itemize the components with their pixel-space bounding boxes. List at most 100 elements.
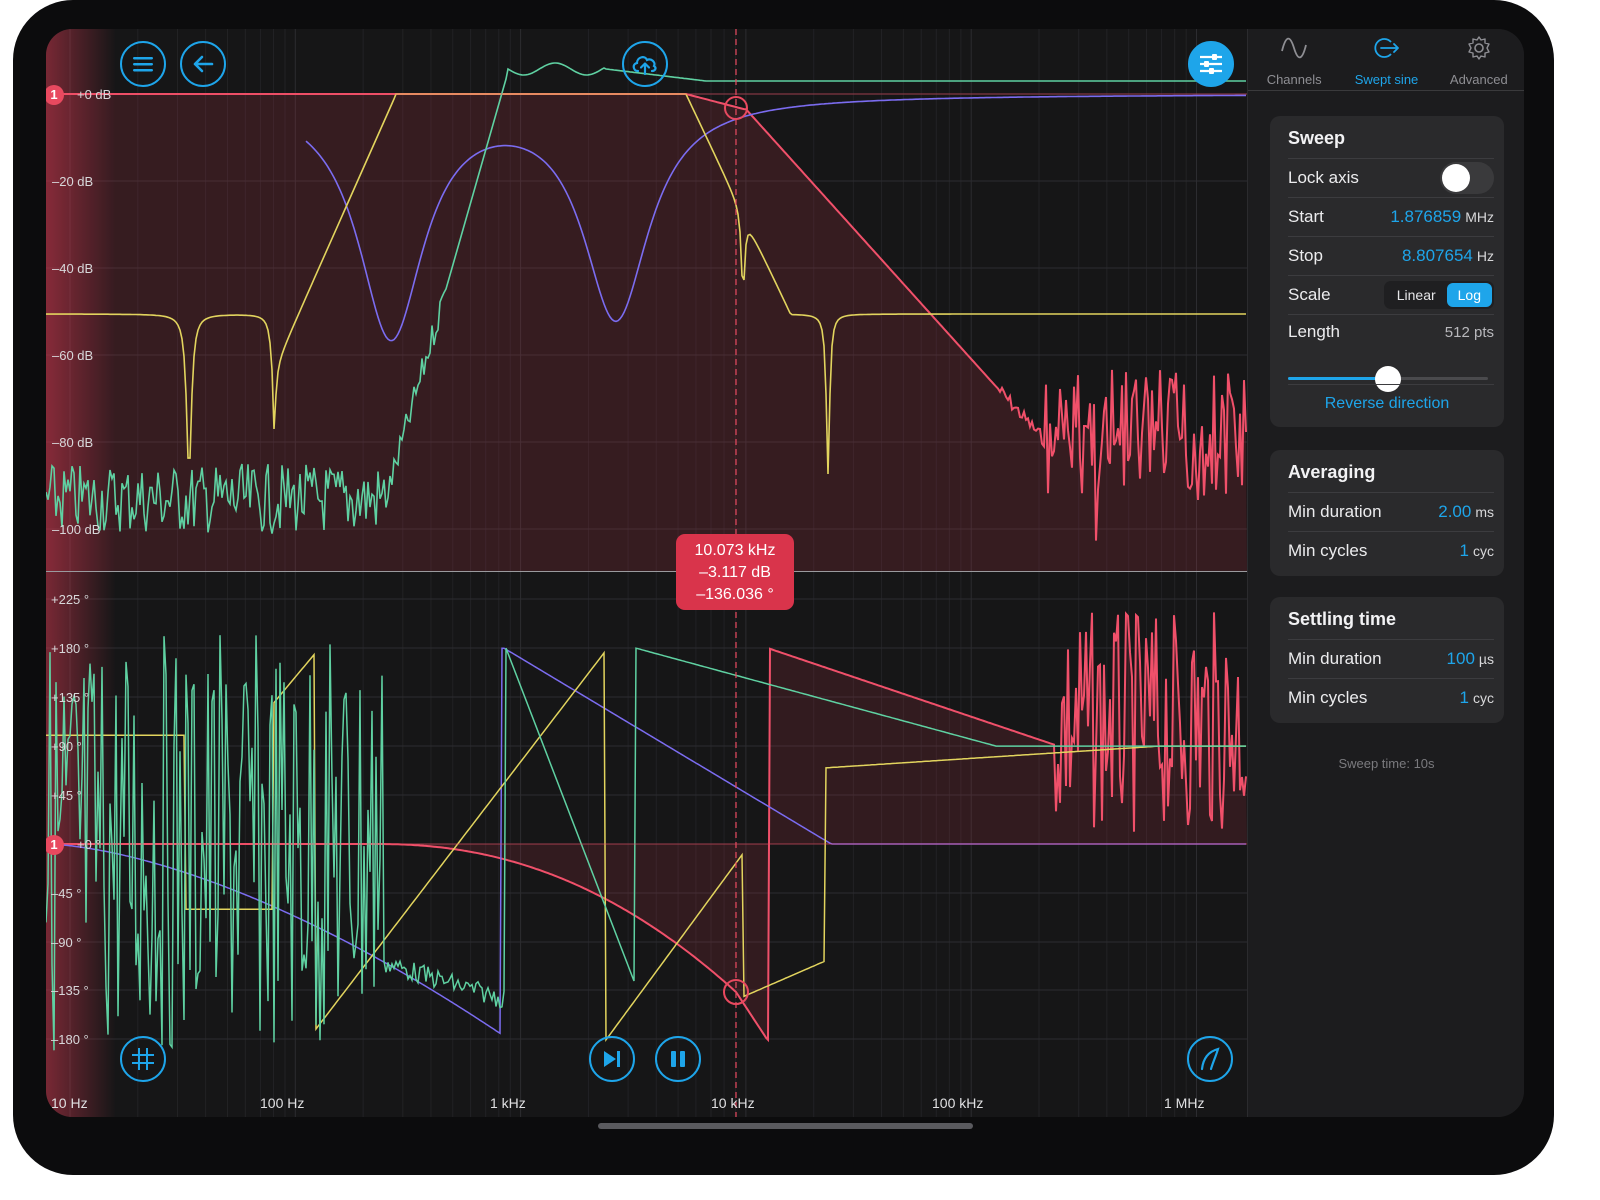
length-slider[interactable] <box>1288 364 1488 394</box>
stop-label: Stop <box>1288 246 1323 265</box>
averaging-card: Averaging Min duration 2.00 ms Min cycles… <box>1270 450 1504 576</box>
scale-option-log[interactable]: Log <box>1446 283 1492 307</box>
freq-tick-label: 100 kHz <box>932 1095 984 1111</box>
sine-wave-icon <box>1281 37 1308 59</box>
sweep-icon <box>1374 38 1400 58</box>
app-screen: +0 dB –20 dB –40 dB –60 dB –80 dB –100 d… <box>46 29 1524 1117</box>
phase-plot[interactable] <box>46 572 1247 1117</box>
pause-button[interactable] <box>655 1036 701 1082</box>
red-trace-fill <box>46 94 1247 572</box>
slider-thumb[interactable] <box>1375 366 1401 392</box>
slider-fill <box>1288 377 1388 380</box>
grid-button[interactable] <box>120 1036 166 1082</box>
sweep-time-label: Sweep time: 10s <box>1338 756 1435 771</box>
phase-tick-label: +135 ° <box>51 690 90 705</box>
step-button[interactable] <box>589 1036 635 1082</box>
phase-tick-label: +225 ° <box>51 592 90 607</box>
avg-min-cycles-unit: cyc <box>1473 543 1494 559</box>
stop-unit: Hz <box>1476 248 1494 264</box>
settle-min-duration-row[interactable]: Min duration 100 µs <box>1288 639 1494 678</box>
avg-min-cycles-row[interactable]: Min cycles 1 cyc <box>1288 531 1494 570</box>
length-label: Length <box>1288 322 1340 341</box>
hamburger-icon <box>133 57 153 72</box>
tab-channels[interactable]: Channels <box>1248 29 1340 90</box>
menu-button[interactable] <box>120 41 166 87</box>
stop-row[interactable]: Stop 8.807654 Hz <box>1288 236 1494 275</box>
mag-tick-label: –40 dB <box>52 261 94 276</box>
cloud-upload-icon <box>632 56 657 76</box>
sweep-title: Sweep <box>1288 128 1346 148</box>
row-divider <box>1288 384 1494 385</box>
green-phase-trace <box>46 635 1246 1051</box>
start-unit: MHz <box>1465 209 1494 225</box>
marker-frequency: 10.073 kHz <box>694 542 776 559</box>
scale-label: Scale <box>1288 285 1331 304</box>
lock-axis-row: Lock axis <box>1288 158 1494 197</box>
freq-tick-label: 10 Hz <box>51 1095 88 1111</box>
tab-swept-sine[interactable]: Swept sine <box>1340 29 1432 90</box>
scale-option-linear[interactable]: Linear <box>1396 287 1436 303</box>
yellow-phase-trace <box>46 650 1246 1043</box>
marker-point <box>723 979 749 1005</box>
red-phase-fill <box>46 612 1247 1040</box>
curve-tool-button[interactable] <box>1187 1036 1233 1082</box>
tab-advanced[interactable]: Advanced <box>1433 29 1524 90</box>
settings-toggle-button[interactable] <box>1188 41 1234 87</box>
back-button[interactable] <box>180 41 226 87</box>
grid-icon <box>132 1048 154 1070</box>
settle-min-duration-unit: µs <box>1478 651 1494 667</box>
freq-tick-label: 10 kHz <box>711 1095 755 1111</box>
avg-min-duration-row[interactable]: Min duration 2.00 ms <box>1288 492 1494 531</box>
freq-tick-label: 1 MHz <box>1164 1095 1205 1111</box>
reference-marker-badge[interactable]: 1 <box>46 835 64 855</box>
avg-min-cycles-value[interactable]: 1 <box>1459 541 1469 560</box>
freq-tick-label: 100 Hz <box>260 1095 305 1111</box>
marker-phase: –136.036 ° <box>696 586 774 603</box>
scale-segmented-control[interactable]: Linear Log <box>1383 281 1494 309</box>
sweep-card: Sweep Lock axis Start 1.876859 MHz Stop 8… <box>1270 116 1504 427</box>
length-value: 512 pts <box>1444 323 1494 341</box>
scale-row: Scale Linear Log <box>1288 275 1494 314</box>
gear-icon <box>1468 36 1490 60</box>
tab-label: Channels <box>1266 72 1322 87</box>
lock-axis-label: Lock axis <box>1288 168 1359 187</box>
settling-card: Settling time Min duration 100 µs Min cyc… <box>1270 597 1504 723</box>
start-label: Start <box>1288 207 1324 226</box>
reverse-direction-button[interactable]: Reverse direction <box>1324 395 1450 412</box>
marker-magnitude: –3.117 dB <box>699 564 771 581</box>
phase-tick-label: +0 ° <box>77 837 101 852</box>
phase-tick-label: –180 ° <box>51 1032 89 1047</box>
plot-area[interactable]: +0 dB –20 dB –40 dB –60 dB –80 dB –100 d… <box>46 29 1247 1117</box>
avg-min-duration-value[interactable]: 2.00 <box>1438 502 1472 521</box>
start-row[interactable]: Start 1.876859 MHz <box>1288 197 1494 236</box>
settle-min-cycles-row[interactable]: Min cycles 1 cyc <box>1288 678 1494 717</box>
mag-tick-label: –60 dB <box>52 348 94 363</box>
length-row: Length 512 pts <box>1288 314 1494 349</box>
arrow-left-icon <box>193 55 214 73</box>
upload-button[interactable] <box>622 41 668 87</box>
start-value[interactable]: 1.876859 <box>1390 207 1462 226</box>
mag-tick-label: –100 dB <box>52 522 101 537</box>
averaging-title: Averaging <box>1288 462 1376 482</box>
phase-tick-label: +90 ° <box>51 739 82 754</box>
phase-tick-label: –135 ° <box>51 983 89 998</box>
curve-icon <box>1200 1047 1220 1071</box>
stop-value[interactable]: 8.807654 <box>1401 246 1473 265</box>
toggle-knob <box>1442 164 1470 192</box>
mag-tick-label: –20 dB <box>52 174 94 189</box>
tab-label: Swept sine <box>1354 72 1419 87</box>
phase-tick-label: +180 ° <box>51 641 90 656</box>
phase-tick-label: –90 ° <box>51 935 82 950</box>
settle-min-cycles-unit: cyc <box>1473 690 1494 706</box>
marker-readout[interactable]: 10.073 kHz –3.117 dB –136.036 ° <box>676 534 794 610</box>
home-indicator[interactable] <box>598 1123 973 1129</box>
settle-min-duration-value[interactable]: 100 <box>1446 649 1475 668</box>
magnitude-plot[interactable] <box>46 29 1247 572</box>
reference-marker-badge[interactable]: 1 <box>46 85 64 105</box>
lock-axis-toggle[interactable] <box>1440 162 1494 194</box>
mag-tick-label: –80 dB <box>52 435 94 450</box>
settle-min-cycles-label: Min cycles <box>1288 688 1368 707</box>
avg-min-duration-unit: ms <box>1475 504 1494 520</box>
settle-min-cycles-value[interactable]: 1 <box>1459 688 1469 707</box>
avg-min-duration-label: Min duration <box>1288 502 1382 521</box>
